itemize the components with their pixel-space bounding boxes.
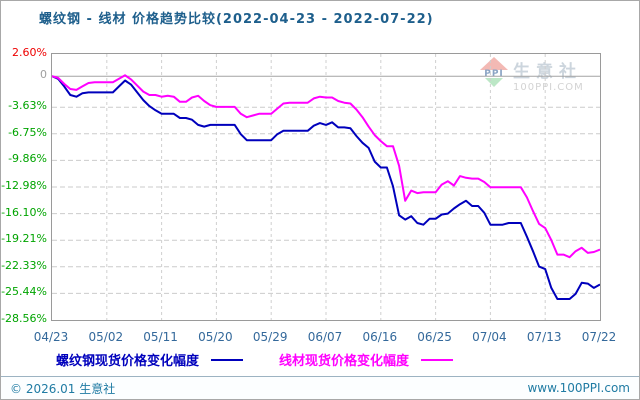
plot-area: PPI 生意社 100PPI.COM	[51, 53, 601, 321]
x-tick-label: 06/16	[362, 330, 398, 344]
watermark-brand: 生意社	[513, 61, 582, 82]
x-tick-label: 04/23	[33, 330, 69, 344]
y-tick-label: -25.44%	[1, 285, 47, 299]
x-tick-label: 06/07	[307, 330, 343, 344]
watermark-logo-ppi: PPI	[484, 69, 504, 79]
legend-line-wire	[421, 358, 454, 361]
y-tick-label: -22.33%	[1, 258, 47, 272]
y-tick-label: -3.63%	[8, 99, 47, 113]
y-tick-label: 2.60%	[12, 46, 47, 59]
legend: 螺纹钢现货价格变化幅度 线材现货价格变化幅度	[56, 350, 454, 369]
x-tick-label: 05/29	[252, 330, 288, 344]
legend-label-rebar: 螺纹钢现货价格变化幅度	[56, 354, 200, 369]
page-title: 螺纹钢 - 线材 价格趋势比较(2022-04-23 - 2022-07-22)	[39, 12, 434, 27]
y-tick-label: -19.21%	[1, 232, 47, 246]
series-line-0	[52, 75, 600, 300]
y-tick-label: -9.86%	[8, 152, 47, 166]
watermark: PPI 生意社 100PPI.COM	[480, 57, 584, 93]
x-tick-label: 07/22	[581, 330, 617, 344]
x-tick-label: 06/25	[417, 330, 452, 344]
plot-svg: PPI 生意社 100PPI.COM	[52, 54, 600, 320]
series-line-1	[52, 74, 600, 259]
y-tick-label: -28.56%	[1, 312, 47, 325]
watermark-domain: 100PPI.COM	[513, 82, 584, 93]
footer-site-link[interactable]: www.100PPI.com	[527, 381, 630, 395]
x-tick-label: 07/04	[472, 330, 507, 344]
x-tick-label: 07/13	[526, 330, 562, 344]
x-tick-label: 05/11	[143, 330, 178, 344]
y-tick-label: 0	[40, 68, 47, 82]
y-tick-label: -6.75%	[8, 125, 47, 139]
legend-item-wire: 线材现货价格变化幅度	[279, 350, 454, 369]
x-tick-label: 05/02	[88, 330, 124, 344]
x-tick-label: 05/20	[198, 330, 233, 344]
y-tick-label: -16.10%	[1, 205, 47, 219]
watermark-logo-roof-icon	[480, 57, 508, 70]
watermark-logo-diamond-icon	[485, 78, 503, 87]
footer-copyright: © 2026.01 生意社	[10, 381, 116, 396]
legend-label-wire: 线材现货价格变化幅度	[279, 354, 410, 369]
footer-bar: © 2026.01 生意社 www.100PPI.com	[1, 376, 639, 399]
legend-item-rebar: 螺纹钢现货价格变化幅度	[56, 350, 244, 369]
legend-line-rebar	[211, 358, 244, 361]
y-tick-label: -12.98%	[1, 179, 47, 192]
